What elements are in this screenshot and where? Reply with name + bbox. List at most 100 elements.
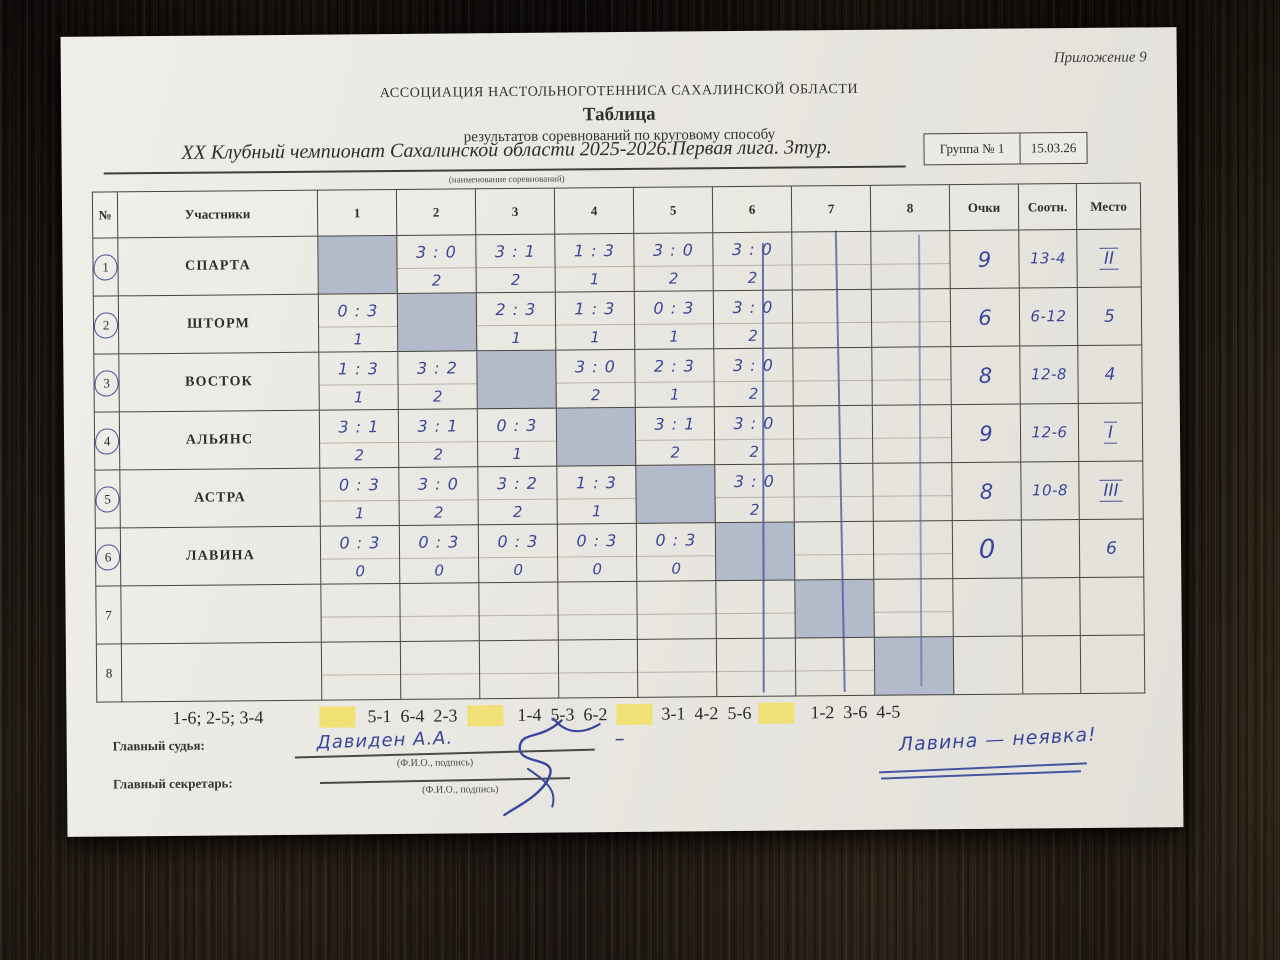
diagonal-cell [635, 464, 716, 524]
game-points [873, 438, 951, 462]
team-name-cell: ВОСТОК [118, 352, 320, 412]
game-points [875, 612, 953, 636]
judge-label: Главный судья: [112, 737, 205, 754]
game-cell [795, 637, 875, 696]
game-cell [716, 637, 796, 697]
game-score [792, 289, 872, 324]
group-number: Группа № 1 [924, 133, 1021, 165]
ratio-cell: 12-8 [1019, 345, 1079, 405]
game-points [322, 675, 400, 699]
points-cell: 8 [950, 346, 1021, 405]
game-points: 2 [748, 384, 759, 403]
game-score [795, 637, 875, 672]
diagonal-cell [476, 350, 557, 409]
game-points [794, 381, 872, 405]
game-points: 1 [669, 384, 680, 404]
points-value: 9 [977, 247, 992, 272]
game-cell [636, 580, 717, 640]
game-score [794, 463, 873, 498]
ratio-value: 6-12 [1030, 307, 1067, 326]
game-score [872, 347, 951, 381]
col-header-2: 2 [396, 188, 476, 236]
appendix-label: Приложение 9 [1053, 49, 1147, 67]
game-points: 2 [432, 387, 443, 406]
place-cell [1079, 576, 1145, 636]
ratio-cell: 12-6 [1020, 403, 1079, 463]
game-points: 2 [668, 269, 679, 288]
game-points: 0 [355, 561, 366, 580]
game-score: 3 : 0 [714, 348, 793, 383]
game-cell [872, 462, 953, 522]
team-name-cell: ШТОРМ [118, 294, 319, 354]
game-cell [871, 288, 951, 348]
game-score [873, 521, 953, 555]
ratio-value: 13-4 [1029, 249, 1067, 268]
points-value: 8 [978, 363, 993, 388]
game-score [794, 521, 874, 556]
game-points [794, 439, 872, 463]
game-score: 3 : 0 [714, 406, 794, 441]
points-value: 8 [979, 479, 994, 504]
game-score [793, 347, 872, 382]
event-date: 15.03.26 [1030, 140, 1077, 156]
game-score: 0 : 3 [477, 408, 557, 443]
game-cell [400, 640, 480, 700]
game-score: 3 : 1 [635, 407, 715, 441]
game-score: 3 : 0 [399, 467, 478, 501]
game-score: 3 : 0 [713, 290, 793, 325]
place-value: I [1103, 421, 1118, 444]
game-points: 1 [511, 328, 522, 347]
place-value: 6 [1106, 538, 1118, 559]
team-name-cell: СПАРТА [117, 236, 319, 296]
game-score [479, 640, 559, 675]
game-score [873, 463, 952, 497]
game-points [796, 671, 874, 695]
row-number-cell: 8 [96, 643, 122, 703]
circled-row-number: 1 [93, 253, 118, 281]
game-points: 0 [671, 558, 682, 578]
judge-line-caption: (Ф.И.О., подпись) [396, 757, 474, 769]
game-cell [715, 579, 796, 639]
circled-row-number: 6 [95, 543, 121, 571]
col-header-num: № [92, 191, 118, 239]
game-points [638, 672, 716, 696]
handwritten-note: Лавина — неявка! [898, 723, 1098, 756]
schedule-round: 5-1 6-4 2-3 [367, 705, 458, 727]
game-cell [558, 639, 638, 699]
game-points: 2 [590, 385, 601, 404]
team-name-cell [120, 584, 322, 644]
results-table: № Участники 1 2 3 4 5 6 7 8 Очки Соотн. … [92, 182, 1145, 703]
circled-row-number: 4 [94, 427, 120, 455]
game-points [795, 497, 873, 521]
game-points: 1 [354, 503, 365, 522]
row-number-cell: 1 [92, 237, 119, 297]
ratio-cell [1021, 519, 1080, 579]
game-score [792, 231, 871, 266]
row-number-cell: 2 [93, 295, 119, 355]
diagonal-cell [397, 292, 477, 352]
game-score: 1 : 3 [319, 351, 398, 386]
game-points [717, 614, 795, 638]
col-header-6: 6 [712, 186, 792, 233]
game-score: 3 : 0 [713, 232, 792, 267]
game-cell: 3 : 2 2 [397, 350, 478, 410]
game-points: 2 [749, 500, 760, 519]
game-score: 3 : 2 [398, 351, 477, 385]
game-points: 2 [433, 445, 444, 464]
